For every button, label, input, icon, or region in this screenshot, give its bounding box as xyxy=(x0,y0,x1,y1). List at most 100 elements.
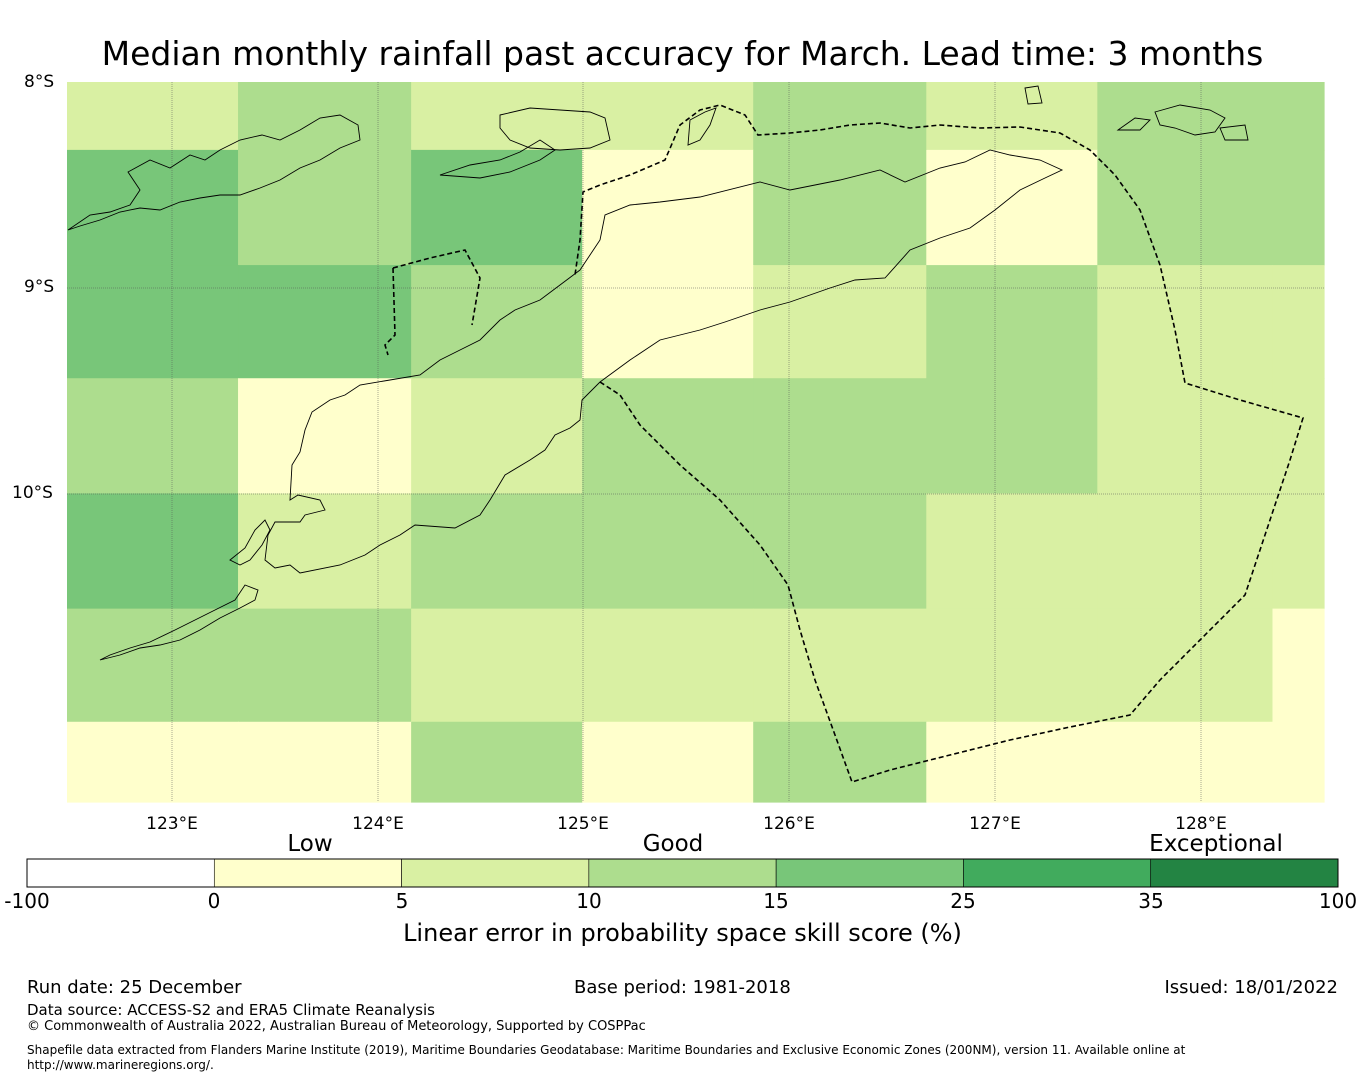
skill-cell xyxy=(1097,82,1274,151)
coastline-kisar xyxy=(1024,85,1043,105)
skill-cell xyxy=(411,82,583,151)
skill-cell xyxy=(67,378,239,495)
lon-label-126e: 126°E xyxy=(763,814,815,834)
tick-label: 25 xyxy=(950,889,976,913)
tick-label: 0 xyxy=(207,889,221,913)
eez-timor-leste-main xyxy=(574,104,1305,783)
skill-cell xyxy=(582,721,754,803)
skill-cell xyxy=(238,721,412,803)
skill-cell xyxy=(238,82,412,151)
coastline-flores xyxy=(67,114,361,231)
lon-label-125e: 125°E xyxy=(557,814,609,834)
skill-cell xyxy=(411,149,583,266)
skill-cell xyxy=(926,149,1098,266)
skill-cell xyxy=(1272,378,1325,495)
lat-label-9s: 9°S xyxy=(24,277,55,297)
coastline-lakor xyxy=(1219,124,1249,141)
run-date: Run date: 25 December xyxy=(27,977,242,998)
skill-cell xyxy=(238,149,412,266)
skill-cell xyxy=(238,265,412,379)
skill-cell xyxy=(582,493,754,610)
skill-cell xyxy=(67,82,239,151)
skill-cell xyxy=(1097,149,1274,266)
data-source: Data source: ACCESS-S2 and ERA5 Climate … xyxy=(27,1001,435,1019)
skill-cell xyxy=(1097,493,1274,610)
colorbar-segments xyxy=(26,858,1339,888)
skill-cell xyxy=(67,493,239,610)
skill-cell xyxy=(926,608,1098,723)
lat-label-8s: 8°S xyxy=(24,72,55,92)
chart-title: Median monthly rainfall past accuracy fo… xyxy=(101,34,1264,73)
skill-cell xyxy=(238,493,412,610)
skill-cell xyxy=(1097,608,1274,723)
skill-cell xyxy=(753,493,927,610)
category-exceptional: Exceptional xyxy=(1149,831,1283,857)
coastline-atauro xyxy=(687,107,717,146)
eez-oecusse xyxy=(384,249,481,356)
skill-cell xyxy=(411,493,583,610)
tick-label: 5 xyxy=(395,889,409,913)
coastline-wetar xyxy=(499,107,611,151)
skill-cell xyxy=(926,721,1098,803)
skill-cell xyxy=(1097,721,1274,803)
base-period: Base period: 1981-2018 xyxy=(574,977,791,998)
shapefile-credit-line2: http://www.marineregions.org/. xyxy=(27,1058,214,1072)
colorbar-outline xyxy=(26,858,1339,888)
tick-label: -100 xyxy=(4,889,50,913)
lon-label-124e: 124°E xyxy=(352,814,404,834)
skill-cell xyxy=(753,149,927,266)
lat-label-10s: 10°S xyxy=(12,483,53,503)
skill-cell xyxy=(411,608,583,723)
skill-cell xyxy=(67,721,239,803)
skill-cell xyxy=(67,265,239,379)
skill-cell xyxy=(1272,721,1325,803)
skill-cell xyxy=(582,149,754,266)
tick-label: 100 xyxy=(1318,889,1358,913)
skill-cell xyxy=(238,378,412,495)
shapefile-credit-line1: Shapefile data extracted from Flanders M… xyxy=(27,1043,1186,1057)
colorbar-segment xyxy=(963,858,1152,888)
coastline-timor xyxy=(264,149,1064,574)
colorbar-segment xyxy=(401,858,590,888)
tick-label: 10 xyxy=(576,889,602,913)
colorbar-title: Linear error in probability space skill … xyxy=(403,919,962,947)
skill-cell xyxy=(238,608,412,723)
tick-label: 35 xyxy=(1138,889,1164,913)
skill-cell xyxy=(926,265,1098,379)
skill-cell xyxy=(753,721,927,803)
lon-label-123e: 123°E xyxy=(146,814,198,834)
skill-cell xyxy=(753,378,927,495)
coastline-leti xyxy=(1116,117,1151,131)
skill-cell xyxy=(753,608,927,723)
skill-grid-cells xyxy=(67,82,1325,803)
skill-cell xyxy=(753,82,927,151)
lon-label-127e: 127°E xyxy=(969,814,1021,834)
lon-label-128e: 128°E xyxy=(1175,814,1227,834)
skill-cell xyxy=(582,82,754,151)
skill-cell xyxy=(753,265,927,379)
colorbar-segment xyxy=(26,858,215,888)
graticule xyxy=(67,82,1324,802)
skill-cell xyxy=(582,378,754,495)
tick-label: 15 xyxy=(763,889,789,913)
skill-cell xyxy=(1097,265,1274,379)
skill-cell xyxy=(1272,265,1325,379)
coastlines xyxy=(67,85,1249,661)
colorbar-segment xyxy=(213,858,402,888)
skill-cell xyxy=(1272,149,1325,266)
skill-cell xyxy=(1272,82,1325,151)
coastline-rote xyxy=(229,519,271,566)
coastline-alor xyxy=(439,139,556,179)
skill-cell xyxy=(411,721,583,803)
skill-cell xyxy=(67,149,239,266)
skill-cell xyxy=(926,493,1098,610)
category-good: Good xyxy=(642,831,704,857)
skill-cell xyxy=(67,608,239,723)
issued-date: Issued: 18/01/2022 xyxy=(1164,977,1338,998)
eez-boundary xyxy=(384,104,1305,783)
coastline-sawu xyxy=(99,584,259,661)
colorbar-segment xyxy=(775,858,964,888)
coastline-moa xyxy=(1154,104,1226,136)
